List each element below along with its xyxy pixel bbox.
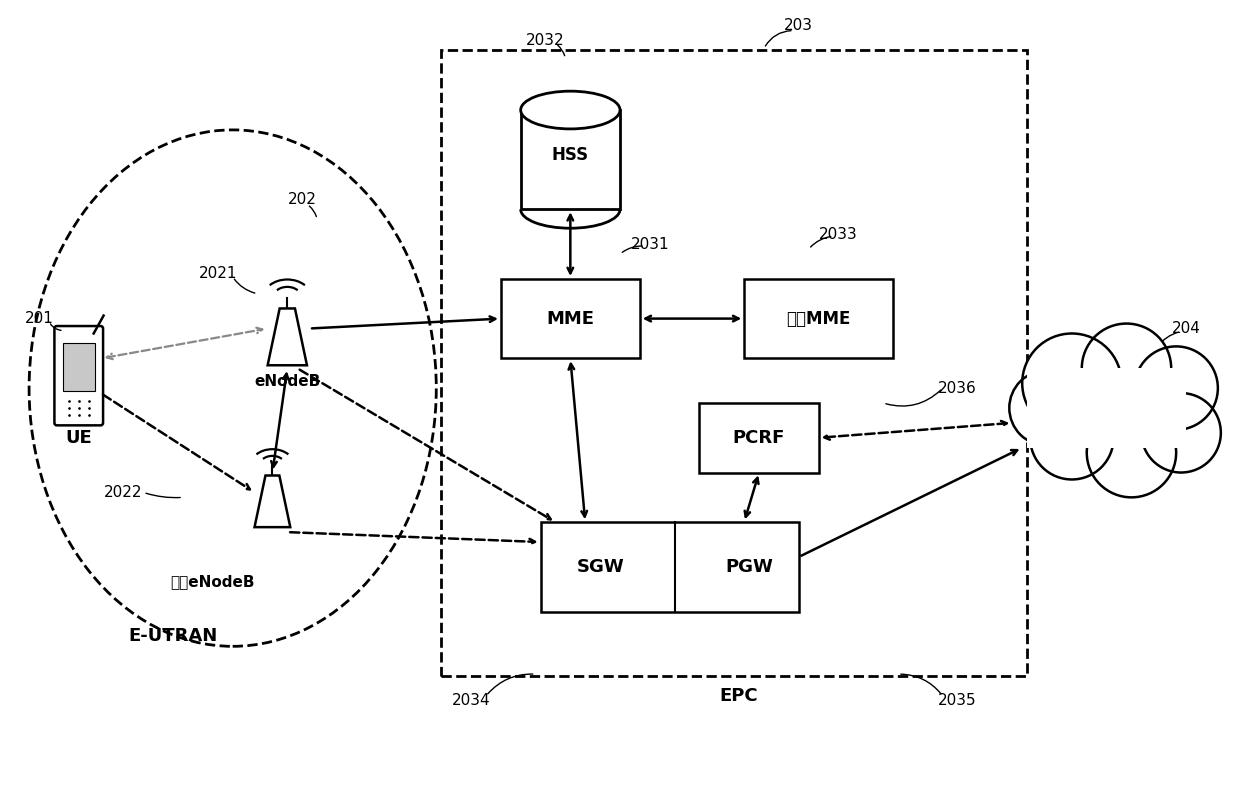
Text: 2021: 2021 <box>198 267 237 281</box>
Circle shape <box>1022 334 1121 433</box>
FancyBboxPatch shape <box>541 522 799 612</box>
Text: 其它MME: 其它MME <box>786 309 851 327</box>
Text: 2031: 2031 <box>630 237 670 251</box>
Text: 其它eNodeB: 其它eNodeB <box>171 574 255 589</box>
Circle shape <box>1081 323 1172 413</box>
Bar <box>1027 368 1187 448</box>
Text: eNodeB: eNodeB <box>254 373 320 389</box>
FancyBboxPatch shape <box>55 326 103 425</box>
Bar <box>521 110 620 209</box>
Text: 2034: 2034 <box>451 693 490 709</box>
Text: PCRF: PCRF <box>733 429 785 447</box>
Circle shape <box>1135 347 1218 430</box>
Text: 203: 203 <box>784 18 813 33</box>
FancyBboxPatch shape <box>63 343 94 391</box>
Circle shape <box>1086 408 1177 498</box>
Text: MME: MME <box>547 309 594 327</box>
Text: IP业务: IP业务 <box>1091 399 1132 417</box>
Polygon shape <box>254 475 290 527</box>
FancyBboxPatch shape <box>699 403 818 473</box>
Text: 202: 202 <box>288 192 316 207</box>
Text: PGW: PGW <box>725 558 773 576</box>
Text: 204: 204 <box>1172 321 1200 336</box>
Text: 2036: 2036 <box>939 381 977 396</box>
Text: 2032: 2032 <box>526 33 565 48</box>
Text: 2033: 2033 <box>820 227 858 242</box>
Text: 2022: 2022 <box>104 485 143 500</box>
Circle shape <box>1009 370 1085 446</box>
Circle shape <box>1141 393 1221 473</box>
FancyBboxPatch shape <box>744 279 893 358</box>
Text: HSS: HSS <box>552 145 589 164</box>
FancyBboxPatch shape <box>501 279 640 358</box>
Ellipse shape <box>521 91 620 129</box>
Text: E-UTRAN: E-UTRAN <box>129 627 218 646</box>
Circle shape <box>1030 396 1114 479</box>
Text: 2035: 2035 <box>939 693 977 709</box>
Text: SGW: SGW <box>577 558 624 576</box>
Text: EPC: EPC <box>720 687 759 705</box>
Polygon shape <box>268 309 308 365</box>
Text: 201: 201 <box>25 311 53 326</box>
Text: UE: UE <box>66 429 92 447</box>
